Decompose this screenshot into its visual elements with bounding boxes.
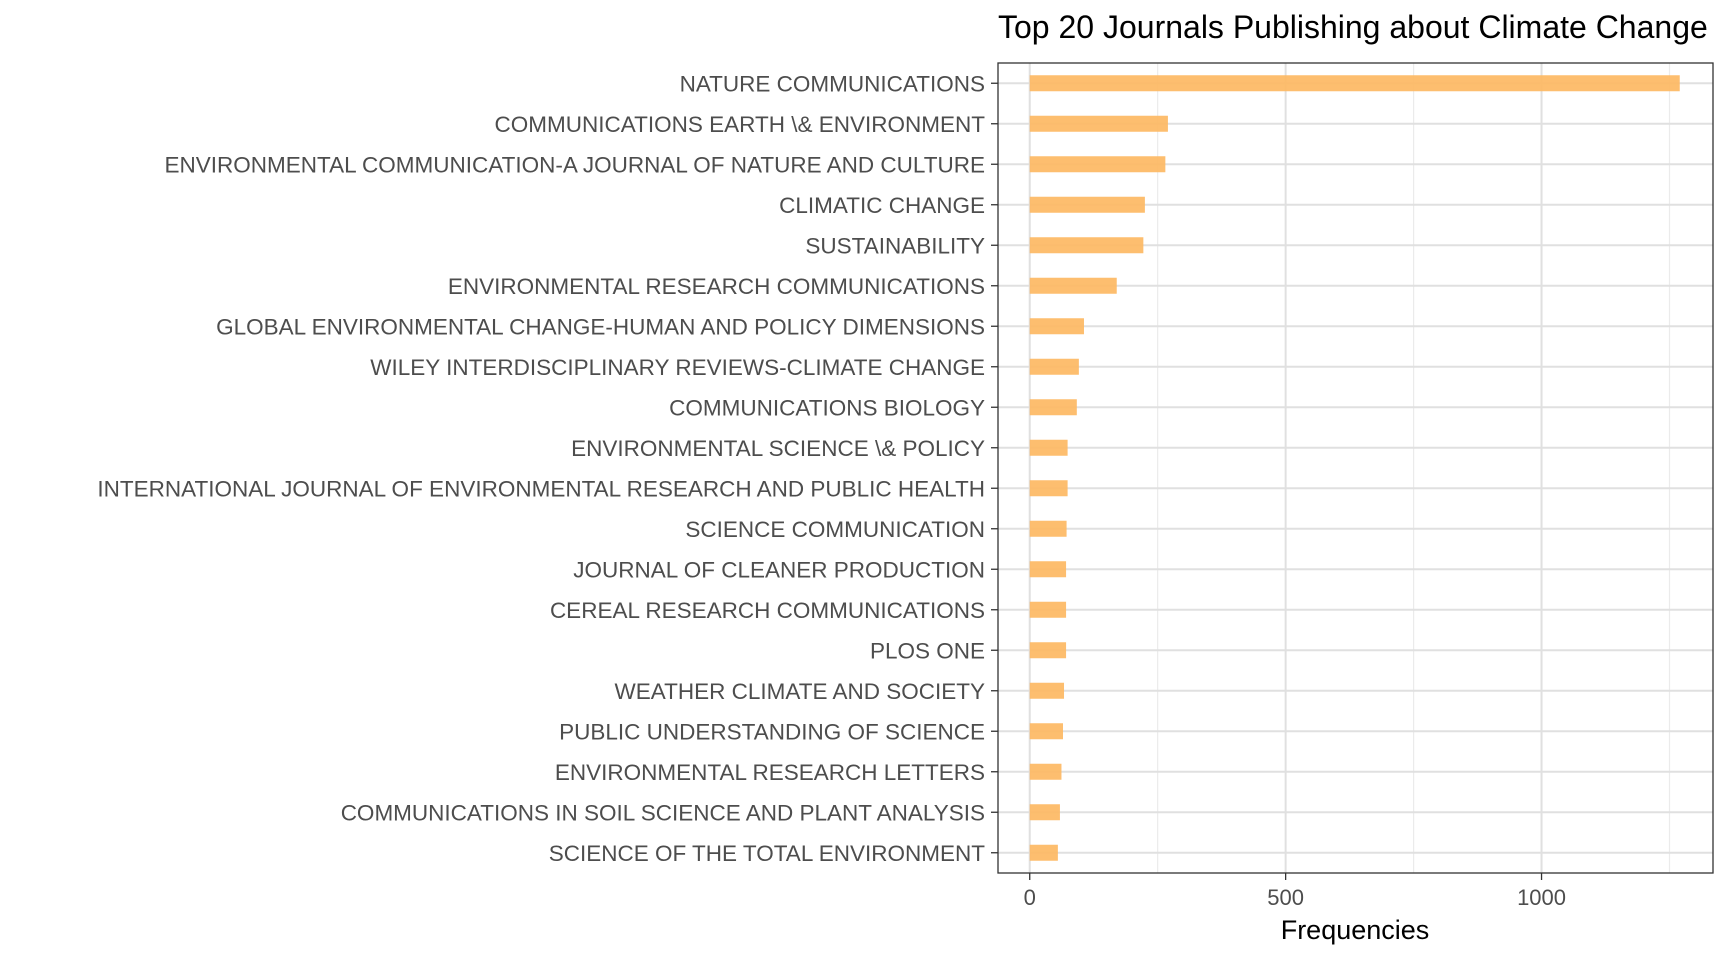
- bar: [1029, 277, 1117, 294]
- y-tick-label: SCIENCE OF THE TOTAL ENVIRONMENT: [549, 841, 986, 866]
- y-tick-label: INTERNATIONAL JOURNAL OF ENVIRONMENTAL R…: [97, 476, 985, 501]
- bar: [1029, 115, 1168, 132]
- y-tick-label: CLIMATIC CHANGE: [779, 193, 985, 218]
- bar: [1029, 196, 1145, 213]
- bar: [1029, 723, 1063, 740]
- y-tick-label: SUSTAINABILITY: [805, 233, 985, 258]
- y-tick-label: WILEY INTERDISCIPLINARY REVIEWS-CLIMATE …: [370, 355, 985, 380]
- bar: [1029, 480, 1068, 497]
- x-tick-label: 1000: [1517, 885, 1566, 910]
- x-axis-title: Frequencies: [1281, 915, 1430, 945]
- y-tick-label: COMMUNICATIONS EARTH \& ENVIRONMENT: [495, 112, 986, 137]
- bar: [1029, 642, 1067, 659]
- y-tick-label: PUBLIC UNDERSTANDING OF SCIENCE: [559, 719, 985, 744]
- y-tick-label: GLOBAL ENVIRONMENTAL CHANGE-HUMAN AND PO…: [216, 314, 985, 339]
- y-tick-label: ENVIRONMENTAL COMMUNICATION-A JOURNAL OF…: [165, 152, 985, 177]
- bar: [1029, 561, 1067, 578]
- y-tick-label: ENVIRONMENTAL RESEARCH LETTERS: [555, 760, 985, 785]
- bar: [1029, 520, 1067, 537]
- bar: [1029, 237, 1144, 254]
- y-tick-label: WEATHER CLIMATE AND SOCIETY: [615, 679, 985, 704]
- y-tick-label: CEREAL RESEARCH COMMUNICATIONS: [550, 598, 985, 623]
- chart-title: Top 20 Journals Publishing about Climate…: [998, 9, 1708, 45]
- y-tick-label: PLOS ONE: [870, 638, 985, 663]
- x-tick-label: 0: [1024, 885, 1036, 910]
- bar: [1029, 358, 1079, 375]
- bar: [1029, 763, 1062, 780]
- y-tick-label: COMMUNICATIONS BIOLOGY: [669, 395, 985, 420]
- y-tick-label: JOURNAL OF CLEANER PRODUCTION: [573, 557, 985, 582]
- x-axis: 0 500 1000: [1024, 873, 1566, 910]
- bar-layer: [1029, 75, 1680, 861]
- bar: [1029, 439, 1068, 456]
- bar: [1029, 399, 1077, 416]
- y-tick-label: COMMUNICATIONS IN SOIL SCIENCE AND PLANT…: [341, 800, 985, 825]
- bar: [1029, 682, 1065, 699]
- x-tick-label: 500: [1267, 885, 1304, 910]
- y-tick-label: ENVIRONMENTAL SCIENCE \& POLICY: [571, 436, 985, 461]
- grid-layer: [998, 63, 1713, 873]
- y-tick-label: SCIENCE COMMUNICATION: [685, 517, 985, 542]
- y-axis: NATURE COMMUNICATIONS COMMUNICATIONS EART…: [97, 71, 998, 866]
- plot-panel-border: [997, 62, 1714, 874]
- bar: [1029, 844, 1058, 861]
- bar: [1029, 75, 1680, 92]
- bar: [1029, 318, 1084, 335]
- bar: [1029, 601, 1067, 618]
- bar: [1029, 804, 1060, 821]
- y-tick-label: ENVIRONMENTAL RESEARCH COMMUNICATIONS: [448, 274, 985, 299]
- bar: [1029, 156, 1166, 173]
- y-tick-label: NATURE COMMUNICATIONS: [680, 71, 985, 96]
